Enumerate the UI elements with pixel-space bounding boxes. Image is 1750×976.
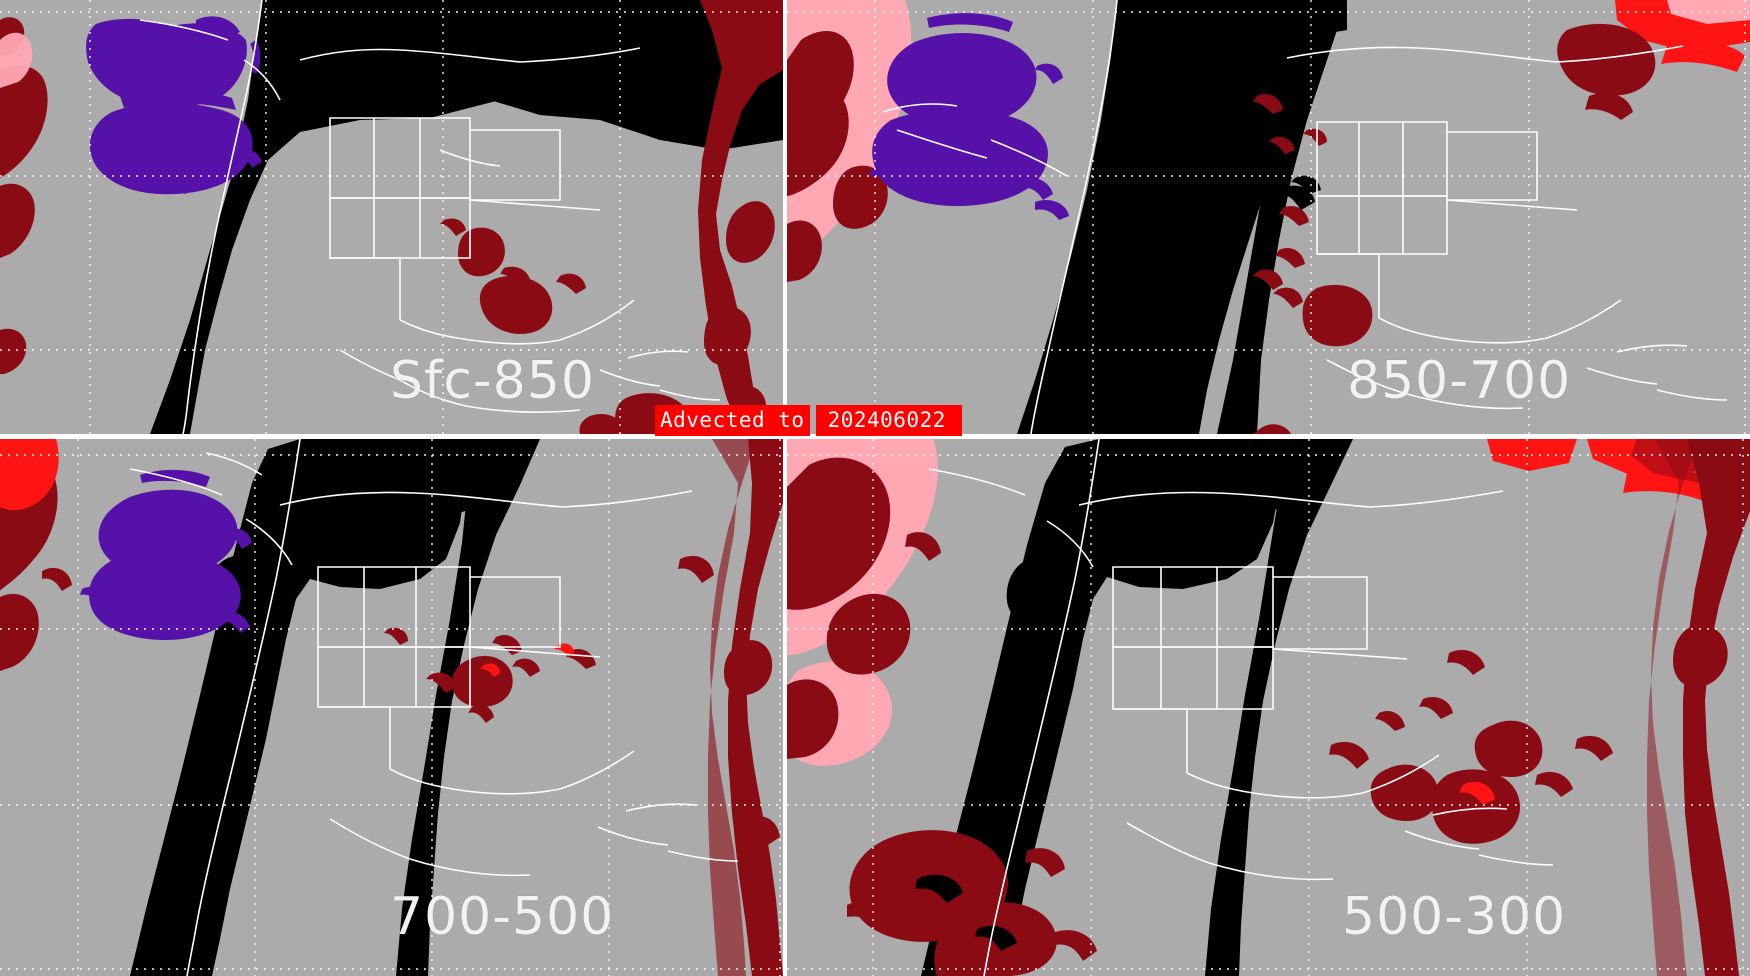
banner-label: Advected to bbox=[655, 405, 810, 436]
gridlines-500-300 bbox=[787, 439, 1750, 976]
map-raster-850-700 bbox=[787, 0, 1750, 434]
panel-label-500-300: 500-300 bbox=[1342, 887, 1567, 947]
coastlines bbox=[882, 0, 1728, 434]
panel-divider-vertical-bottom bbox=[783, 439, 787, 976]
panel-divider-horizontal bbox=[0, 434, 1750, 439]
gridlines-850-700 bbox=[787, 0, 1750, 434]
panel-850-700[interactable]: 850-700 bbox=[787, 0, 1750, 434]
advected-to-banner: Advected to 202406022 bbox=[655, 405, 962, 436]
panel-700-500[interactable]: 700-500 bbox=[0, 439, 783, 976]
panel-divider-vertical-top bbox=[783, 0, 787, 434]
panel-sfc-850[interactable]: Sfc-850 bbox=[0, 0, 783, 434]
panel-label-700-500: 700-500 bbox=[390, 887, 615, 947]
map-raster-500-300 bbox=[787, 439, 1750, 976]
banner-date: 202406022 bbox=[815, 405, 962, 436]
panel-label-850-700: 850-700 bbox=[1347, 351, 1572, 411]
panel-label-sfc-850: Sfc-850 bbox=[390, 351, 595, 411]
panel-500-300[interactable]: 500-300 bbox=[787, 439, 1750, 976]
